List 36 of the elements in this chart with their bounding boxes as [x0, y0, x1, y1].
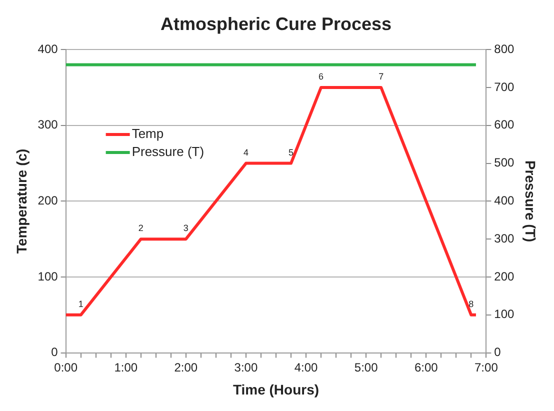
annotation: 3 [183, 223, 188, 234]
annotation: 5 [288, 147, 294, 158]
y2-tick-label: 600 [494, 118, 515, 132]
y-tick-label: 300 [38, 118, 58, 132]
y2-tick-label: 200 [494, 269, 515, 284]
y-tick-label: 400 [38, 42, 58, 56]
y-tick-label: 0 [51, 345, 58, 360]
annotation: 6 [318, 71, 324, 82]
y2-tick-label: 100 [494, 307, 515, 322]
annotation: 7 [378, 71, 384, 82]
x-tick-label: 3:00 [234, 360, 258, 374]
annotation: 4 [243, 147, 248, 158]
y-axis-title: Temperature (c) [13, 148, 30, 254]
legend-label: Temp [132, 126, 164, 142]
y2-tick-label: 300 [494, 231, 515, 246]
y2-tick-label: 700 [494, 80, 515, 94]
annotation: 2 [138, 223, 144, 234]
x-tick-label: 4:00 [294, 360, 318, 374]
x-axis-title: Time (Hours) [232, 381, 320, 398]
y-tick-label: 200 [38, 194, 58, 208]
x-tick-label: 0:00 [54, 360, 78, 374]
legend-label: Pressure (T) [132, 144, 204, 160]
annotation: 8 [468, 298, 474, 309]
y2-tick-label: 800 [494, 42, 515, 56]
x-tick-label: 1:00 [114, 360, 138, 374]
y2-tick-label: 0 [494, 345, 502, 360]
x-tick-label: 7:00 [474, 360, 498, 374]
y2-tick-label: 400 [494, 194, 515, 208]
x-tick-label: 5:00 [354, 360, 378, 374]
x-tick-label: 2:00 [174, 360, 198, 374]
y2-tick-label: 500 [494, 156, 515, 170]
annotation: 1 [78, 298, 84, 309]
x-tick-label: 6:00 [414, 360, 438, 374]
chart-title: Atmospheric Cure Process [160, 14, 392, 34]
y2-axis-title: Pressure (T) [522, 160, 539, 242]
y-tick-label: 100 [38, 269, 58, 284]
